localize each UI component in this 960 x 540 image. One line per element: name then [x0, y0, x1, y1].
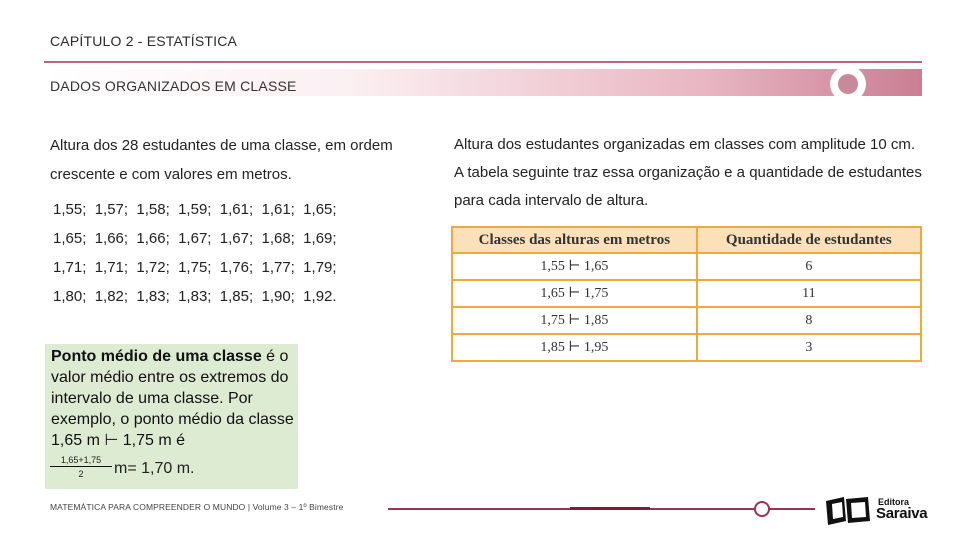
footer-circle-icon [754, 501, 770, 517]
table-cell-class: 1,65 ⊢ 1,75 [451, 279, 698, 308]
left-paragraph: Altura dos 28 estudantes de uma classe, … [50, 137, 393, 183]
footer-divider-accent [570, 507, 650, 510]
table-cell-class: 1,55 ⊢ 1,65 [451, 252, 698, 281]
data-line: 1,65; 1,66; 1,66; 1,67; 1,67; 1,68; 1,69… [53, 230, 337, 247]
footer-text: MATEMÁTICA PARA COMPREENDER O MUNDO | Vo… [50, 502, 344, 512]
midpoint-fraction: 1,65+1,75 2 [50, 455, 112, 479]
section-title: DADOS ORGANIZADOS EM CLASSE [50, 78, 297, 94]
definition-box [45, 344, 298, 489]
table-row: 1,55 ⊢ 1,65 6 [451, 252, 923, 281]
data-line: 1,71; 1,71; 1,72; 1,75; 1,76; 1,77; 1,79… [53, 259, 337, 276]
table-cell-count: 6 [695, 252, 923, 281]
table-row: 1,75 ⊢ 1,85 8 [451, 306, 923, 335]
book-logo-icon [826, 497, 870, 525]
fraction-denominator: 2 [78, 469, 84, 479]
table-cell-class: 1,85 ⊢ 1,95 [451, 333, 698, 362]
definition-term: Ponto médio de uma classe [51, 348, 262, 365]
table-header-classes: Classes das alturas em metros [451, 226, 698, 254]
table-cell-count: 8 [695, 306, 923, 335]
footer-divider-right [769, 508, 815, 510]
table-header-quantity: Quantidade de estudantes [695, 226, 923, 254]
table-header-row: Classes das alturas em metros Quantidade… [451, 226, 923, 254]
table-cell-class: 1,75 ⊢ 1,85 [451, 306, 698, 335]
chapter-title: CAPÍTULO 2 - ESTATÍSTICA [50, 33, 238, 49]
table-cell-count: 11 [695, 279, 923, 308]
classes-table: Classes das alturas em metros Quantidade… [451, 226, 923, 362]
header-divider [44, 61, 922, 63]
data-line: 1,80; 1,82; 1,83; 1,83; 1,85; 1,90; 1,92… [53, 288, 337, 305]
logo-publisher-label: Editora [878, 497, 910, 507]
data-line: 1,55; 1,57; 1,58; 1,59; 1,61; 1,61; 1,65… [53, 201, 337, 218]
right-paragraph: Altura dos estudantes organizadas em cla… [454, 136, 922, 209]
table-row: 1,65 ⊢ 1,75 11 [451, 279, 923, 308]
fraction-numerator: 1,65+1,75 [50, 455, 112, 467]
logo-publisher-name: Saraiva [876, 505, 928, 522]
height-data-list: 1,55; 1,57; 1,58; 1,59; 1,61; 1,61; 1,65… [53, 198, 337, 314]
section-band [44, 69, 922, 96]
decorative-dot-icon [838, 74, 858, 94]
definition-body: é o valor médio entre os extremos do int… [51, 348, 294, 449]
definition-text: Ponto médio de uma classe é o valor médi… [51, 346, 296, 451]
table-cell-count: 3 [695, 333, 923, 362]
table-row: 1,85 ⊢ 1,95 3 [451, 333, 923, 362]
midpoint-result: m= 1,70 m. [114, 460, 195, 477]
